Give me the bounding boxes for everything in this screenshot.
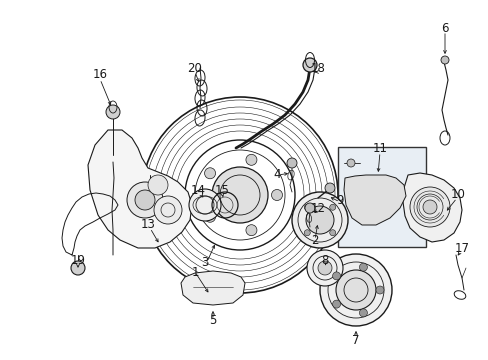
Circle shape (306, 250, 342, 286)
Circle shape (317, 261, 331, 275)
Circle shape (148, 175, 168, 195)
Circle shape (325, 183, 334, 193)
Text: 9: 9 (336, 194, 343, 207)
Text: 20: 20 (187, 62, 202, 75)
Circle shape (332, 272, 340, 280)
Circle shape (106, 105, 120, 119)
Circle shape (71, 261, 85, 275)
Text: 7: 7 (351, 333, 359, 346)
Polygon shape (402, 173, 461, 242)
Polygon shape (343, 175, 405, 225)
Text: 17: 17 (453, 242, 468, 255)
Circle shape (335, 270, 375, 310)
Circle shape (286, 158, 296, 168)
Circle shape (127, 182, 163, 218)
Polygon shape (88, 130, 192, 248)
Polygon shape (181, 271, 244, 305)
Circle shape (184, 140, 294, 250)
Text: 19: 19 (70, 253, 85, 266)
Text: 12: 12 (310, 202, 325, 215)
Text: 1: 1 (191, 266, 198, 279)
Circle shape (204, 168, 215, 179)
Text: 10: 10 (449, 189, 465, 202)
Circle shape (305, 203, 314, 213)
Circle shape (332, 300, 340, 308)
Text: 3: 3 (201, 256, 208, 269)
Text: 8: 8 (321, 253, 328, 266)
Circle shape (329, 230, 335, 236)
Circle shape (154, 196, 182, 224)
Text: 5: 5 (209, 314, 216, 327)
Circle shape (189, 189, 221, 221)
Circle shape (329, 204, 335, 210)
Text: 4: 4 (273, 168, 280, 181)
Circle shape (440, 56, 448, 64)
Circle shape (304, 204, 310, 210)
Bar (337, 147, 425, 247)
Circle shape (422, 200, 436, 214)
Circle shape (271, 189, 282, 201)
Circle shape (409, 187, 449, 227)
Circle shape (346, 159, 354, 167)
Circle shape (245, 225, 256, 236)
Text: 2: 2 (311, 234, 318, 247)
Text: 11: 11 (372, 141, 386, 154)
Circle shape (291, 192, 347, 248)
Circle shape (305, 206, 333, 234)
Text: 14: 14 (190, 184, 205, 197)
Circle shape (245, 154, 256, 165)
Circle shape (303, 58, 316, 72)
Circle shape (204, 211, 215, 222)
Text: 15: 15 (214, 184, 229, 197)
Circle shape (212, 167, 267, 223)
Text: 6: 6 (440, 22, 448, 35)
Text: 16: 16 (92, 68, 107, 81)
Circle shape (319, 254, 391, 326)
Circle shape (375, 286, 383, 294)
Text: 18: 18 (310, 62, 325, 75)
Circle shape (304, 230, 310, 236)
Circle shape (359, 309, 366, 317)
Circle shape (142, 97, 337, 293)
Text: 13: 13 (140, 217, 155, 230)
Circle shape (359, 263, 366, 271)
Circle shape (135, 190, 155, 210)
